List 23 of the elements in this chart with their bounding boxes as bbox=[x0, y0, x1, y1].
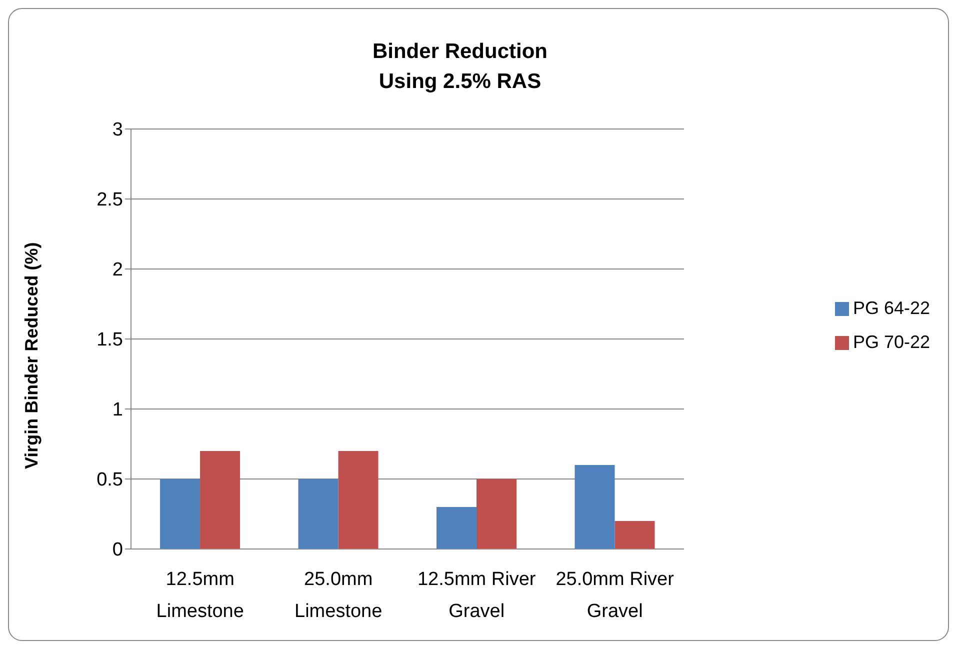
chart-title: Binder Reduction Using 2.5% RAS bbox=[371, 39, 548, 95]
y-tick-label: 3 bbox=[112, 120, 123, 141]
bar bbox=[476, 479, 517, 549]
y-tick-label: 0 bbox=[112, 540, 123, 561]
x-tick-label: 25.0mm Limestone bbox=[294, 569, 382, 622]
bar bbox=[298, 479, 338, 549]
bar bbox=[338, 451, 378, 549]
y-tick-label: 2 bbox=[112, 260, 123, 281]
bar bbox=[574, 465, 615, 549]
y-axis-title: Virgin Binder Reduced (%) bbox=[21, 242, 42, 469]
bar bbox=[614, 521, 655, 549]
x-tick-label: 25.0mm River Gravel bbox=[556, 569, 675, 622]
x-tick-label: 12.5mm Limestone bbox=[156, 569, 244, 622]
x-tick-label: 12.5mm River Gravel bbox=[417, 569, 536, 622]
legend-label: PG 64-22 bbox=[852, 298, 930, 318]
legend-label: PG 70-22 bbox=[852, 332, 930, 352]
bar bbox=[160, 479, 200, 549]
y-tick-label: 1.5 bbox=[96, 330, 123, 351]
y-tick-label: 0.5 bbox=[96, 470, 123, 491]
y-tick-label: 1 bbox=[112, 400, 123, 421]
bar bbox=[436, 507, 477, 549]
y-tick-label: 2.5 bbox=[96, 190, 123, 211]
bar bbox=[200, 451, 240, 549]
